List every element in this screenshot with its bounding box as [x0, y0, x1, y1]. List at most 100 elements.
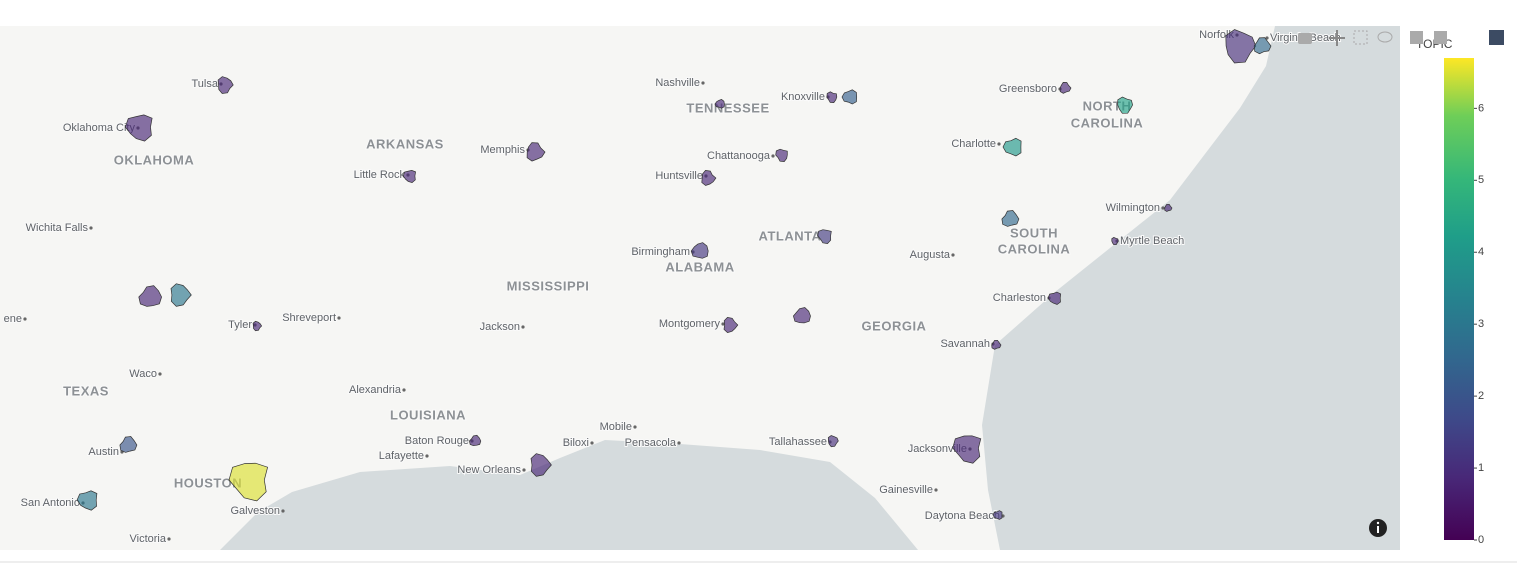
- place-dot: [1161, 206, 1165, 210]
- place-dot: [23, 317, 27, 321]
- place-dot: [158, 372, 162, 376]
- place-dot: [167, 537, 171, 541]
- state-label: HOUSTON: [174, 475, 242, 490]
- place-label: Augusta: [910, 249, 951, 261]
- region: [76, 490, 98, 511]
- place-label: Gainesville: [879, 484, 933, 496]
- place-dot: [701, 81, 705, 85]
- place-label: Knoxville: [781, 91, 825, 103]
- state-label: SOUTH: [1010, 225, 1058, 240]
- region: [228, 462, 269, 502]
- region: [714, 99, 725, 109]
- place-label: Wichita Falls: [26, 222, 89, 234]
- region: [1117, 96, 1133, 114]
- place-label: Nashville: [655, 77, 700, 89]
- pan-button[interactable]: [1329, 30, 1345, 46]
- modebar: [1298, 30, 1504, 46]
- region: [841, 89, 858, 105]
- region: [1225, 29, 1257, 64]
- place-dot: [1265, 36, 1269, 40]
- place-label: Tyler: [228, 319, 252, 331]
- place-dot: [281, 509, 285, 513]
- place-label: Charlotte: [951, 138, 996, 150]
- place-label: Lafayette: [379, 450, 424, 462]
- select-button[interactable]: [1353, 30, 1368, 45]
- info-icon: [1376, 521, 1380, 525]
- region: [690, 242, 709, 259]
- place-label: Victoria: [130, 533, 167, 545]
- state-label: MISSISSIPPI: [507, 278, 590, 293]
- region: [701, 170, 717, 186]
- colorbar-tick-label: 5: [1478, 174, 1484, 186]
- gulf-of-mexico: [220, 440, 918, 550]
- region: [1164, 203, 1173, 212]
- state-label: TENNESSEE: [686, 100, 769, 115]
- place-dot: [89, 226, 93, 230]
- place-label: Tallahassee: [769, 436, 827, 448]
- place-label: ene: [4, 313, 22, 325]
- colorbar-tick-label: 2: [1478, 390, 1484, 402]
- place-dot: [425, 454, 429, 458]
- place-dot: [590, 441, 594, 445]
- region: [402, 170, 416, 183]
- region: [170, 283, 192, 307]
- place-label: Greensboro: [999, 83, 1057, 95]
- state-label: TEXAS: [63, 383, 109, 398]
- place-dot: [721, 322, 725, 326]
- region: [138, 285, 162, 307]
- state-label: GEORGIA: [862, 318, 927, 333]
- region: [1047, 291, 1062, 305]
- place-dot: [633, 425, 637, 429]
- region: [817, 229, 832, 244]
- place-label: Biloxi: [563, 437, 589, 449]
- region: [526, 142, 546, 162]
- place-label: Oklahoma City: [63, 122, 136, 134]
- state-label: ATLANTA: [759, 228, 822, 243]
- place-dot: [677, 441, 681, 445]
- state-label: CAROLINA: [1071, 115, 1144, 130]
- place-label: Savannah: [940, 338, 990, 350]
- place-label: Mobile: [600, 421, 632, 433]
- lasso-button[interactable]: [1377, 31, 1393, 43]
- place-label: Chattanooga: [707, 150, 771, 162]
- place-label: San Antonio: [21, 497, 80, 509]
- place-dot: [951, 253, 955, 257]
- region: [1111, 237, 1119, 246]
- region: [793, 307, 811, 324]
- plotly-logo[interactable]: [1489, 30, 1504, 45]
- place-label: Myrtle Beach: [1120, 235, 1184, 247]
- place-label: Birmingham: [631, 246, 690, 258]
- place-label: Montgomery: [659, 318, 721, 330]
- state-label: LOUISIANA: [390, 407, 466, 422]
- zoom-out-button[interactable]: [1434, 31, 1447, 44]
- region: [952, 435, 982, 464]
- place-label: Austin: [88, 446, 119, 458]
- place-label: Baton Rouge: [405, 435, 469, 447]
- zoom-in-button[interactable]: [1410, 31, 1423, 44]
- place-label: Pensacola: [625, 437, 677, 449]
- place-label: Charleston: [993, 292, 1046, 304]
- place-dot: [934, 488, 938, 492]
- camera-button[interactable]: [1298, 33, 1312, 44]
- region: [119, 436, 138, 453]
- region: [469, 434, 482, 447]
- place-dot: [522, 468, 526, 472]
- region: [827, 435, 839, 448]
- colorbar: [1444, 58, 1474, 540]
- colorbar-tick-label: 1: [1478, 462, 1484, 474]
- state-label: ARKANSAS: [366, 136, 444, 151]
- colorbar-tick-label: 0: [1478, 534, 1484, 546]
- region: [992, 510, 1003, 520]
- place-label: Jacksonville: [908, 443, 967, 455]
- place-dot: [771, 154, 775, 158]
- place-dot: [402, 388, 406, 392]
- place-label: Jackson: [480, 321, 520, 333]
- region: [1059, 82, 1072, 94]
- colorbar-tick-label: 4: [1478, 246, 1484, 258]
- region: [217, 76, 234, 94]
- region: [991, 339, 1002, 350]
- place-dot: [997, 142, 1001, 146]
- state-label: ALABAMA: [665, 259, 734, 274]
- place-label: Shreveport: [282, 312, 336, 324]
- place-label: Little Rock: [354, 169, 406, 181]
